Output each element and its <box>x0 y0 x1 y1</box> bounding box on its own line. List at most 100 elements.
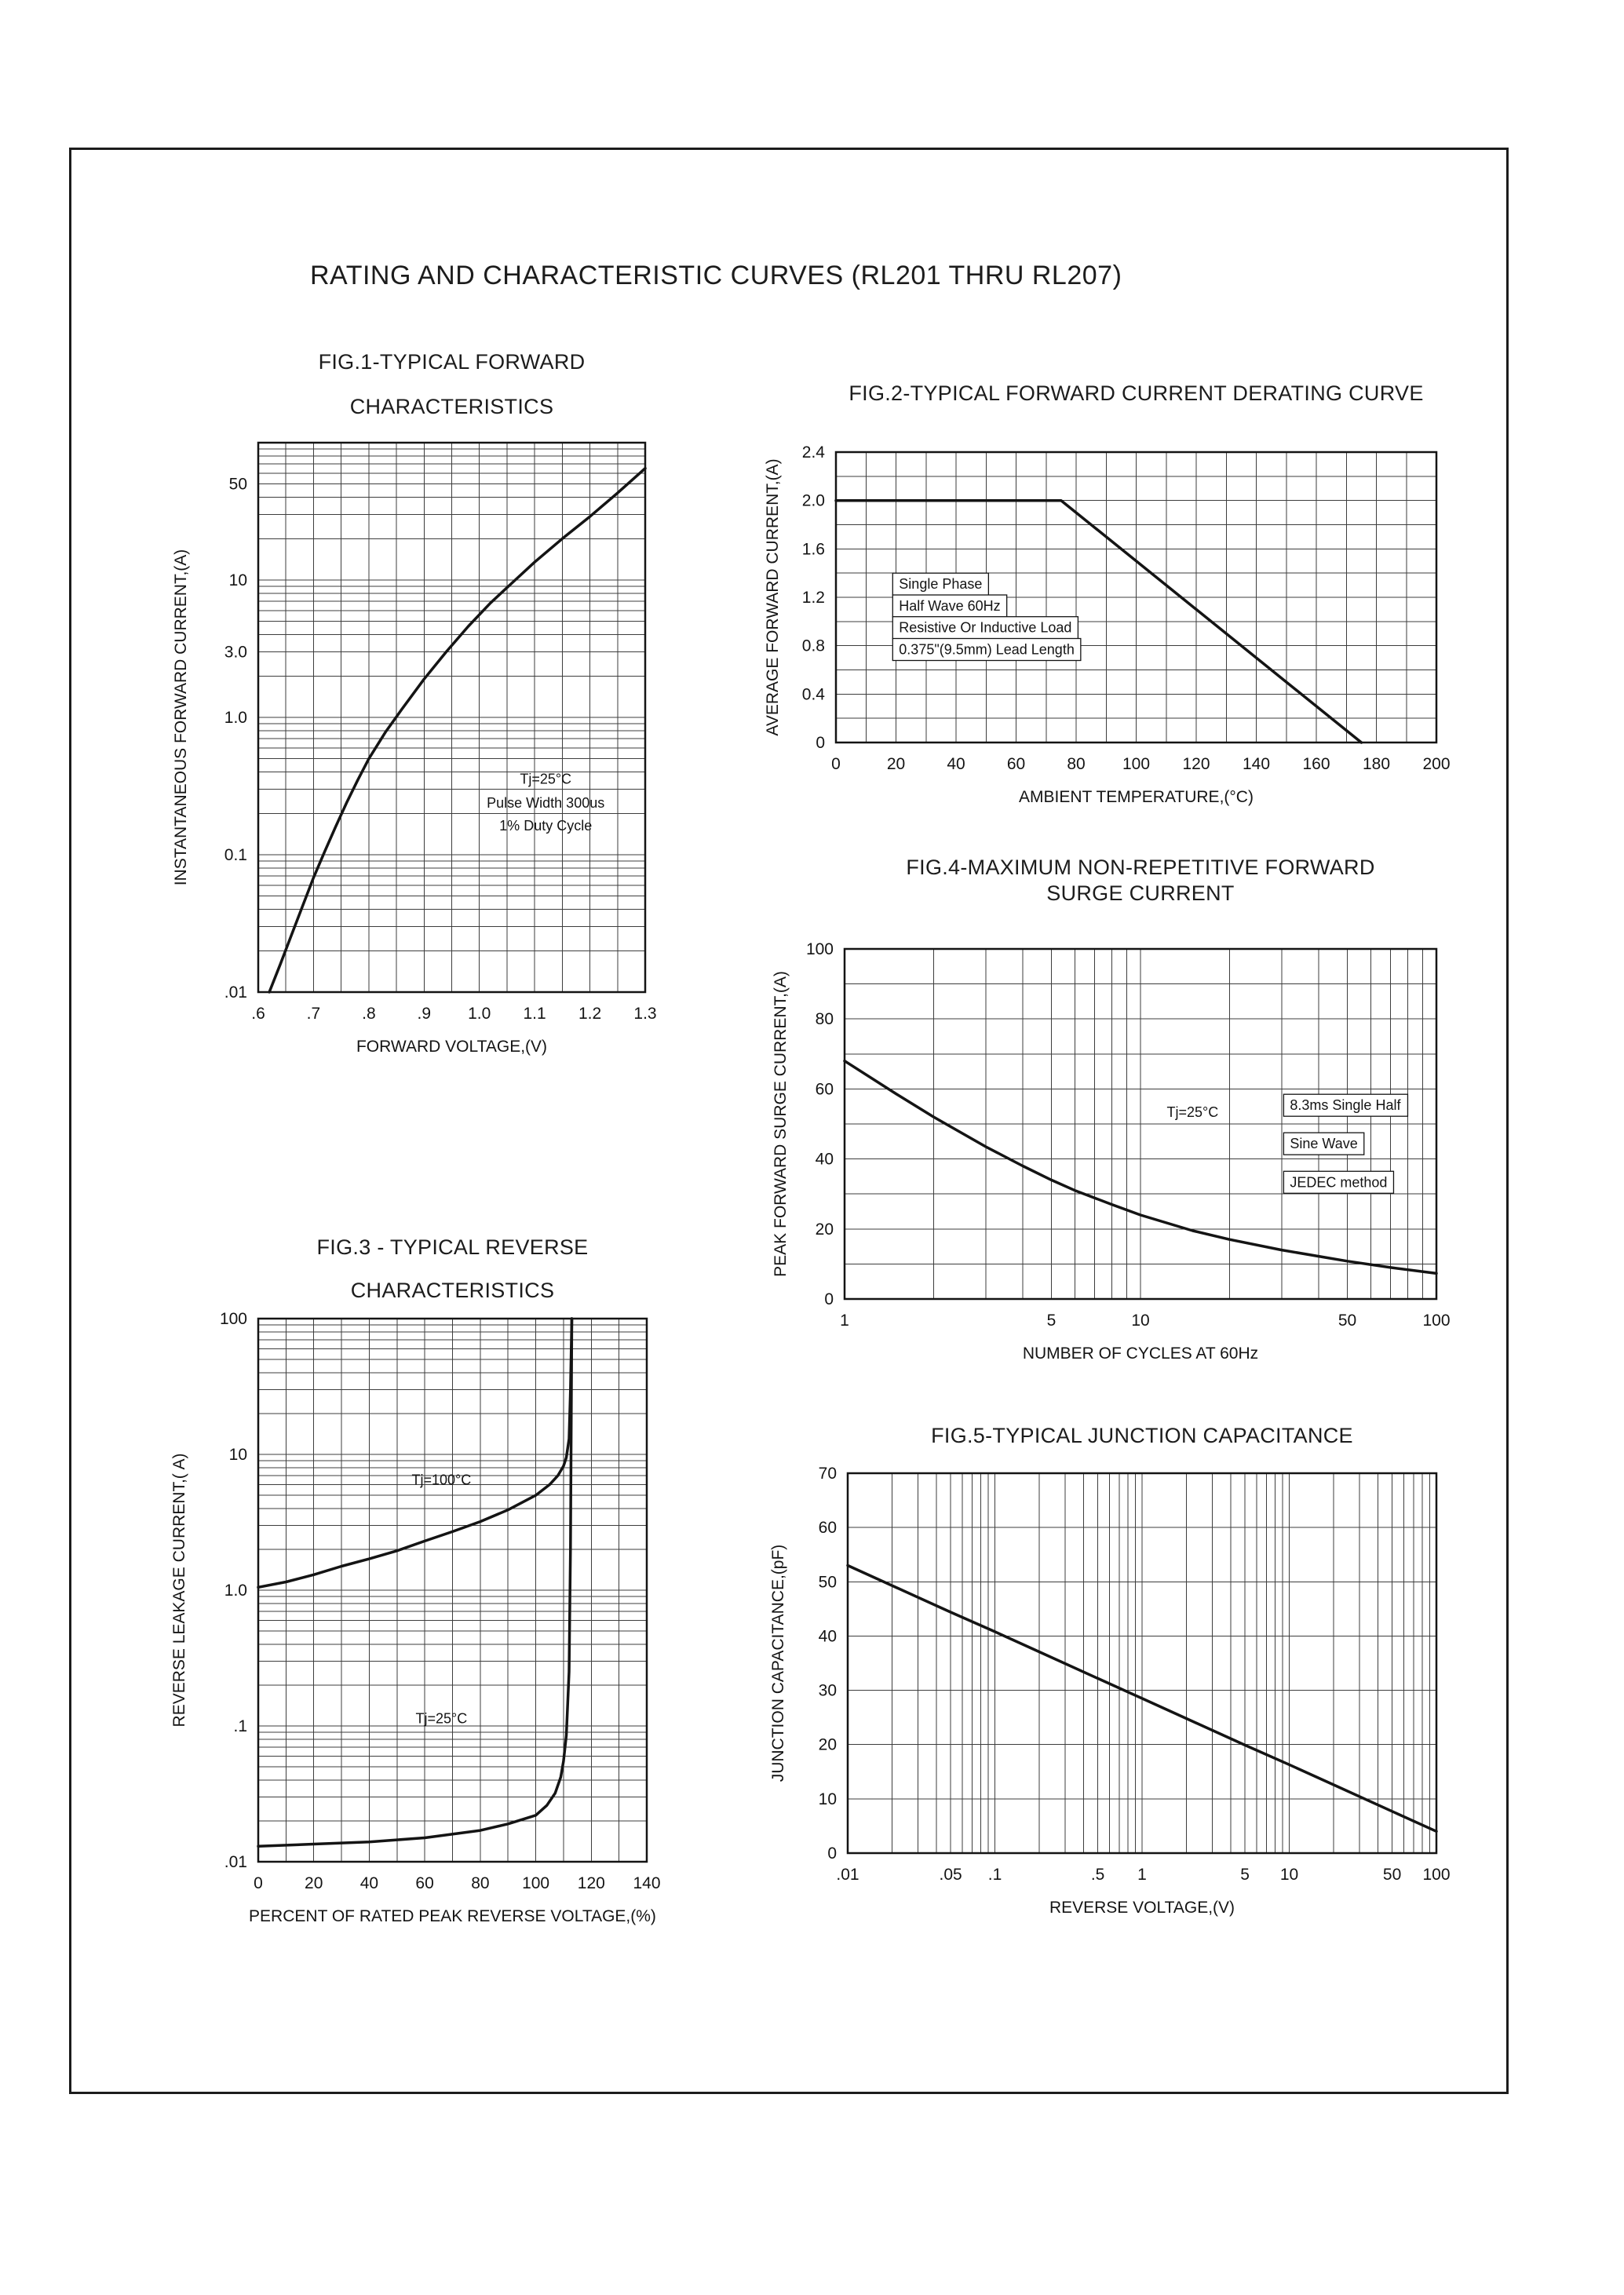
fig1-x-tick: .6 <box>251 1005 265 1023</box>
fig5-y-tick: 50 <box>819 1573 837 1591</box>
fig4-y-tick: 60 <box>816 1080 834 1098</box>
fig5-x-tick: 1 <box>1137 1866 1147 1884</box>
fig2-x-tick: 20 <box>887 755 905 773</box>
fig2-title-line-1: FIG.2-TYPICAL FORWARD CURRENT DERATING C… <box>848 381 1424 405</box>
fig5-title: FIG.5-TYPICAL JUNCTION CAPACITANCE <box>848 1424 1436 1448</box>
fig1-x-tick: 1.1 <box>523 1005 546 1023</box>
fig4-annotation-3: JEDEC method <box>1290 1174 1387 1190</box>
fig4-y-tick: 20 <box>816 1220 834 1239</box>
fig3-title: FIG.3 - TYPICAL REVERSE CHARACTERISTICS <box>258 1235 647 1303</box>
fig3-title-line-2: CHARACTERISTICS <box>350 1279 555 1302</box>
fig1-grid <box>257 442 646 993</box>
fig5-y-tick: 0 <box>827 1844 837 1863</box>
fig1-x-axis-label: FORWARD VOLTAGE,(V) <box>356 1038 547 1056</box>
fig3-x-tick: 80 <box>471 1874 489 1892</box>
fig5-x-tick: 5 <box>1240 1866 1250 1884</box>
fig2-curve-derating <box>834 498 1363 744</box>
fig1-y-tick: 3.0 <box>224 644 247 662</box>
fig1-chart: .6 .7 .8 .9 1.0 1.1 1.2 1.3 50 10 3.0 1.0 0.1 .01 FORW… <box>172 441 657 1056</box>
fig1-x-tick: .7 <box>307 1005 321 1023</box>
fig3-x-tick: 20 <box>305 1874 323 1892</box>
fig4-y-tick: 40 <box>816 1151 834 1169</box>
fig1-y-tick: 50 <box>229 476 247 494</box>
fig5-y-tick: 30 <box>819 1682 837 1700</box>
fig3-y-axis-label: REVERSE LEAKAGE CURRENT,( A) <box>170 1454 188 1728</box>
fig5-y-axis-label: JUNCTION CAPACITANCE,(pF) <box>769 1545 787 1782</box>
fig2-y-tick: 2.0 <box>802 492 825 510</box>
fig2-annotation-box-1 <box>892 594 1008 618</box>
fig1-title-line-2: CHARACTERISTICS <box>349 395 554 418</box>
fig3-x-tick: 0 <box>254 1874 263 1892</box>
fig4-x-tick: 5 <box>1047 1312 1057 1330</box>
fig4-annotation-box-2 <box>1283 1132 1365 1155</box>
fig3-y-tick: 10 <box>229 1446 247 1464</box>
fig2-y-axis-label: AVERAGE FORWARD CURRENT,(A) <box>764 458 782 735</box>
fig2-annotation-box-3 <box>892 637 1082 662</box>
fig3-y-tick: 1.0 <box>224 1582 247 1600</box>
fig3-x-tick: 60 <box>415 1874 433 1892</box>
fig3-x-tick: 40 <box>360 1874 378 1892</box>
fig1-annotation-0: Tj=25°C <box>520 771 571 786</box>
fig5-x-tick: 50 <box>1383 1866 1401 1884</box>
fig1-y-tick: 1.0 <box>224 709 247 727</box>
fig2-y-tick: 1.6 <box>802 540 825 558</box>
fig5-x-tick: .1 <box>988 1866 1002 1884</box>
fig3-annotation-0: Tj=100°C <box>412 1472 472 1487</box>
fig1-x-tick: 1.0 <box>468 1005 491 1023</box>
fig2-x-tick: 0 <box>831 755 841 773</box>
fig5-title-line-1: FIG.5-TYPICAL JUNCTION CAPACITANCE <box>931 1424 1353 1447</box>
fig3-y-tick: 100 <box>220 1310 247 1328</box>
fig4-y-axis-label: PEAK FORWARD SURGE CURRENT,(A) <box>772 971 790 1277</box>
fig1-tick-labels: .6 .7 .8 .9 1.0 1.1 1.2 1.3 50 10 3.0 1.0 0.1 .01 <box>224 476 657 1023</box>
fig5-y-tick: 20 <box>819 1736 837 1754</box>
fig3-tick-labels: 0 20 40 60 80 100 120 140 100 10 1.0 .1 .01 <box>220 1310 661 1892</box>
fig1-annotation-2: 1% Duty Cycle <box>499 818 592 834</box>
fig2-annotation-1: Half Wave 60Hz <box>899 598 1000 614</box>
fig4-x-tick: 1 <box>840 1312 849 1330</box>
fig2-x-tick: 160 <box>1302 755 1330 773</box>
fig2-title: FIG.2-TYPICAL FORWARD CURRENT DERATING C… <box>836 381 1436 406</box>
fig1-y-axis-label: INSTANTANEOUS FORWARD CURRENT,(A) <box>172 549 190 886</box>
fig2-y-tick: 1.2 <box>802 589 825 607</box>
fig5-y-tick: 40 <box>819 1627 837 1645</box>
fig4-x-axis-label: NUMBER OF CYCLES AT 60Hz <box>1023 1345 1258 1363</box>
fig5-grid <box>847 1472 1437 1854</box>
fig5-curve-capacitance <box>846 1563 1438 1833</box>
fig4-tick-labels: 1 5 10 50 100 100 80 60 40 20 0 <box>806 940 1451 1330</box>
fig5-x-tick: .05 <box>939 1866 962 1884</box>
fig3-x-tick: 120 <box>578 1874 605 1892</box>
fig1-y-tick: 10 <box>229 571 247 589</box>
fig5-chart: .01.05.1.5 1 5 10 50 100706050403020100REVERS… <box>769 1465 1451 1917</box>
fig3-frame <box>257 1317 648 1863</box>
fig4-grid <box>844 948 1437 1300</box>
fig1-curve-forward-current <box>268 466 647 994</box>
fig4-frame <box>843 947 1438 1301</box>
fig2-x-tick: 80 <box>1067 755 1085 773</box>
fig4-y-tick: 80 <box>816 1010 834 1028</box>
fig2-x-tick: 60 <box>1007 755 1025 773</box>
fig4-annotation-box-3 <box>1283 1170 1395 1194</box>
fig2-chart: 0 20 40 60 80 100 120 140 160 180 200 2.4 2.0 1.6 1.2 0… <box>764 443 1451 806</box>
fig4-x-tick: 10 <box>1131 1312 1149 1330</box>
fig1-annotation-1: Pulse Width 300us <box>487 795 604 811</box>
fig2-frame <box>834 451 1438 744</box>
fig1-x-tick: 1.3 <box>633 1005 656 1023</box>
fig2-x-axis-label: AMBIENT TEMPERATURE,(°C) <box>1019 788 1254 806</box>
fig4-chart: 1 5 10 50 100 100 80 60 40 20 0 NUMBER OF CYCLES AT… <box>772 940 1451 1363</box>
fig3-title-line-1: FIG.3 - TYPICAL REVERSE <box>316 1235 589 1259</box>
fig5-y-tick: 10 <box>819 1790 837 1808</box>
fig2-x-tick: 100 <box>1122 755 1150 773</box>
fig2-annotation-0: Single Phase <box>899 576 982 592</box>
fig5-x-tick: 10 <box>1280 1866 1298 1884</box>
fig4-annotation-1: 8.3ms Single Half <box>1290 1097 1401 1113</box>
fig4-y-tick: 100 <box>806 940 834 958</box>
fig2-annotation-3: 0.375"(9.5mm) Lead Length <box>899 642 1075 658</box>
fig2-y-tick: 0 <box>816 734 825 752</box>
page-title: RATING AND CHARACTERISTIC CURVES (RL201 … <box>310 261 1122 290</box>
fig2-y-tick: 2.4 <box>802 443 826 462</box>
fig1-y-tick: .01 <box>224 983 247 1002</box>
fig4-title-line-2: SURGE CURRENT <box>1046 881 1235 905</box>
fig3-x-tick: 100 <box>522 1874 549 1892</box>
fig3-curve-tj100 <box>257 1317 574 1589</box>
